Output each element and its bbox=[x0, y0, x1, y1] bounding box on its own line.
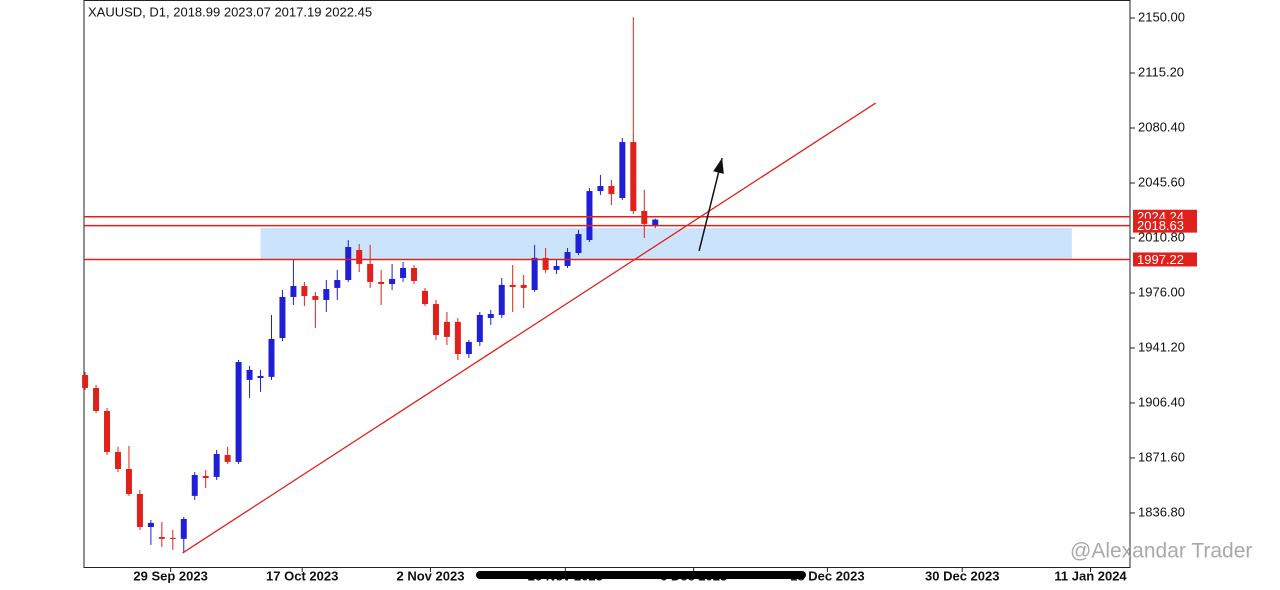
candle-body bbox=[104, 411, 111, 452]
y-tick-label: 1871.60 bbox=[1138, 449, 1185, 464]
candle-body bbox=[421, 290, 428, 305]
watermark: @Alexandar Trader bbox=[1070, 540, 1252, 563]
x-tick-label: 30 Dec 2023 bbox=[925, 568, 999, 583]
y-tick-label: 2080.40 bbox=[1138, 119, 1185, 134]
candle-body bbox=[575, 234, 582, 254]
candle-body bbox=[630, 142, 637, 211]
y-tick-label: 2045.60 bbox=[1138, 174, 1185, 189]
candle-body bbox=[487, 313, 494, 318]
candle-body bbox=[93, 387, 100, 412]
y-tick-label: 1836.80 bbox=[1138, 504, 1185, 519]
candle-body bbox=[542, 257, 549, 270]
candle-body bbox=[509, 284, 516, 287]
candle-body bbox=[389, 278, 396, 284]
x-tick-label: 17 Oct 2023 bbox=[266, 568, 338, 583]
x-tick-label: 18 Dec 2023 bbox=[790, 568, 864, 583]
candle-body bbox=[114, 451, 121, 470]
candle-body bbox=[82, 374, 89, 388]
level-label: 1997.22 bbox=[1137, 252, 1184, 267]
candle-body bbox=[257, 375, 264, 378]
candle-body bbox=[367, 263, 374, 282]
trendline bbox=[182, 102, 876, 554]
x-tick-label: 29 Sep 2023 bbox=[133, 568, 207, 583]
y-tick-label: 2115.20 bbox=[1138, 64, 1184, 79]
arrow-head bbox=[713, 158, 724, 174]
candle-body bbox=[323, 289, 330, 300]
x-tick-label: 11 Jan 2024 bbox=[1054, 568, 1127, 583]
candle-body bbox=[454, 321, 461, 354]
candle-body bbox=[345, 246, 352, 281]
x-tick-label: 2 Nov 2023 bbox=[397, 568, 465, 583]
zone bbox=[260, 228, 1072, 260]
candle-body bbox=[619, 142, 626, 199]
candle-body bbox=[443, 321, 450, 337]
redaction bbox=[476, 571, 806, 579]
candle-body bbox=[553, 265, 560, 270]
candle-body bbox=[356, 249, 363, 264]
candle-body bbox=[268, 338, 275, 377]
candle-body bbox=[411, 268, 418, 281]
candle-body bbox=[378, 281, 385, 284]
candle-body bbox=[597, 185, 604, 192]
candle-body bbox=[147, 522, 154, 528]
candle-body bbox=[136, 493, 143, 528]
candle-body bbox=[290, 286, 297, 297]
level-tag bbox=[1133, 252, 1197, 267]
candle-body bbox=[334, 280, 341, 288]
candle-body bbox=[586, 191, 593, 241]
candle-body bbox=[400, 268, 407, 278]
y-tick-label: 2010.80 bbox=[1138, 229, 1185, 244]
candle-body bbox=[224, 454, 231, 462]
plot-frame bbox=[83, 0, 1131, 568]
y-tick-label: 1976.00 bbox=[1138, 284, 1185, 299]
candle-body bbox=[125, 469, 132, 494]
candle-body bbox=[465, 341, 472, 354]
chart-title: XAUUSD, D1, 2018.99 2023.07 2017.19 2022… bbox=[88, 4, 372, 19]
level-label: 2018.63 bbox=[1137, 218, 1184, 233]
candle-body bbox=[312, 295, 319, 300]
candle-body bbox=[180, 518, 187, 539]
candle-body bbox=[652, 219, 659, 226]
candle-body bbox=[158, 536, 165, 539]
y-tick-label: 1941.20 bbox=[1138, 339, 1185, 354]
level-tag bbox=[1133, 218, 1197, 233]
candle-body bbox=[279, 296, 286, 339]
y-tick-label: 2150.00 bbox=[1138, 9, 1185, 24]
candle-body bbox=[520, 284, 527, 288]
candle-body bbox=[191, 475, 198, 496]
candle-body bbox=[235, 362, 242, 462]
candle-body bbox=[246, 369, 253, 380]
candle-body bbox=[476, 314, 483, 342]
candle-body bbox=[301, 286, 308, 296]
candle-body bbox=[202, 475, 209, 479]
candle-body bbox=[531, 257, 538, 290]
arrow bbox=[698, 157, 723, 252]
candle-body bbox=[432, 304, 439, 336]
y-tick-label: 1906.40 bbox=[1138, 394, 1185, 409]
candle-body bbox=[498, 284, 505, 315]
candle-body bbox=[169, 537, 176, 539]
candle-body bbox=[608, 185, 615, 195]
candle-body bbox=[213, 454, 220, 477]
